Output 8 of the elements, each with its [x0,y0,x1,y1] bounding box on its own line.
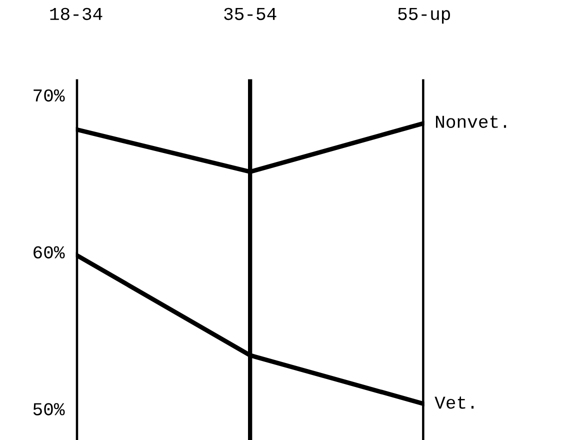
x-tick-label: 55-up [398,8,450,24]
series-label: Nonvet. [436,116,506,128]
series-label: Vet. [434,396,474,409]
x-tick-label: 35-54 [224,8,276,20]
y-tick-label: 60% [34,246,65,258]
x-tick-label: 18-34 [50,8,102,20]
y-tick-label: 50% [33,403,65,416]
y-tick-label: 70% [34,89,65,102]
